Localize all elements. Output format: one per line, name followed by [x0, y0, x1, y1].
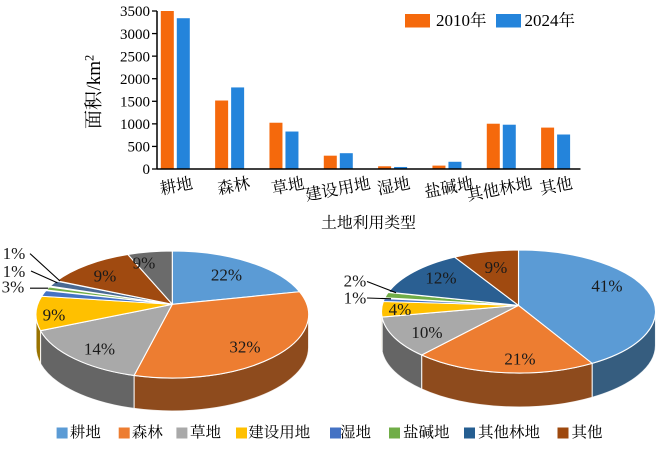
svg-text:1000: 1000	[120, 117, 150, 133]
svg-text:9%: 9%	[43, 306, 66, 325]
svg-text:1%: 1%	[3, 244, 26, 263]
svg-text:3000: 3000	[120, 27, 150, 43]
svg-text:500: 500	[128, 140, 151, 156]
svg-text:/km: /km	[84, 61, 105, 91]
svg-text:9%: 9%	[133, 254, 156, 273]
svg-text:2500: 2500	[120, 49, 150, 65]
svg-text:3500: 3500	[120, 4, 150, 20]
svg-text:1500: 1500	[120, 94, 150, 110]
svg-text:1%: 1%	[3, 262, 26, 281]
svg-text:12%: 12%	[425, 269, 456, 288]
svg-text:21%: 21%	[504, 350, 535, 369]
svg-text:1%: 1%	[344, 289, 367, 308]
svg-text:3%: 3%	[2, 278, 25, 297]
svg-text:2%: 2%	[344, 272, 367, 291]
svg-text:9%: 9%	[94, 267, 117, 286]
svg-text:9%: 9%	[485, 258, 508, 277]
svg-text:32%: 32%	[229, 338, 260, 357]
svg-text:22%: 22%	[211, 266, 242, 285]
svg-text:4%: 4%	[389, 300, 412, 319]
svg-text:2: 2	[83, 55, 97, 61]
svg-text:2000: 2000	[120, 72, 150, 88]
svg-text:2010: 2010	[436, 11, 470, 30]
svg-text:2024: 2024	[525, 11, 560, 30]
svg-text:0: 0	[143, 162, 151, 178]
svg-text:41%: 41%	[591, 277, 622, 296]
svg-text:14%: 14%	[84, 340, 115, 359]
svg-text:10%: 10%	[411, 323, 442, 342]
